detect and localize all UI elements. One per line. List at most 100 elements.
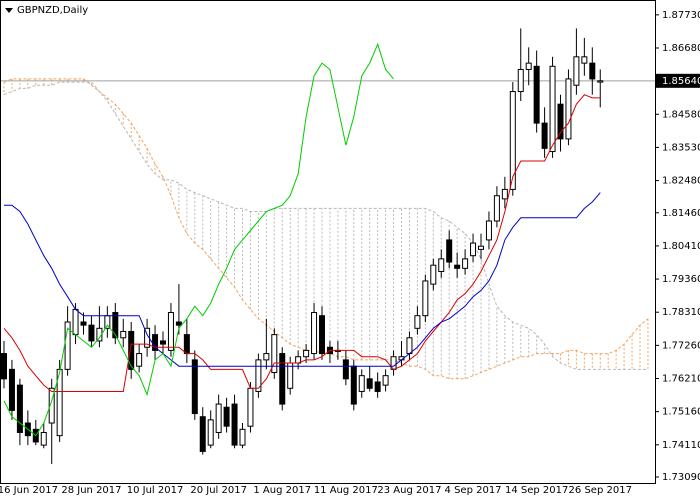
indicator-line <box>4 192 601 367</box>
candle-body <box>287 362 294 389</box>
y-tick-label: 1.80410 <box>662 241 700 252</box>
candle-body <box>263 353 270 361</box>
candle-body <box>80 321 87 326</box>
y-tick-label: 1.74110 <box>662 440 700 451</box>
x-tick-label: 4 Sep 2017 <box>445 485 502 496</box>
candle-body <box>183 334 190 355</box>
candle-body <box>8 368 15 411</box>
candle-body <box>549 65 556 153</box>
candle-body <box>414 315 421 329</box>
candle-body <box>16 384 23 433</box>
candle-body <box>56 368 63 437</box>
senkou-span-a <box>3 78 649 380</box>
candle-body <box>533 65 540 124</box>
candle-body <box>557 103 564 140</box>
candle-body <box>239 428 246 446</box>
candle-body <box>271 334 278 374</box>
y-tick-label: 1.79360 <box>662 274 700 285</box>
y-tick-label: 1.73090 <box>662 472 700 483</box>
last-price-box <box>656 73 700 88</box>
candle-body <box>517 68 524 93</box>
y-tick-label: 1.82480 <box>662 176 700 187</box>
candle-body <box>350 365 357 405</box>
candle-body <box>438 258 445 272</box>
x-tick-label: 23 Aug 2017 <box>377 485 441 496</box>
candle-body <box>255 359 262 392</box>
candle-body <box>446 239 453 263</box>
candle-body <box>454 264 461 269</box>
candle-body <box>303 349 310 358</box>
candle-body <box>589 62 596 80</box>
x-tick-label: 10 Jul 2017 <box>127 485 184 496</box>
candle-body <box>167 312 174 351</box>
candle-body <box>342 359 349 380</box>
plot-frame <box>0 0 656 484</box>
candle-body <box>215 403 222 433</box>
candle-body <box>493 195 500 222</box>
candle-body <box>64 321 71 370</box>
y-tick-label: 1.86680 <box>662 43 700 54</box>
y-tick-label: 1.76210 <box>662 374 700 385</box>
candle-body <box>382 375 389 386</box>
candle-body <box>406 337 413 355</box>
candle-body <box>112 312 119 339</box>
candle-body <box>175 321 182 326</box>
candle-body <box>430 264 437 285</box>
x-tick-label: 14 Sep 2017 <box>505 485 568 496</box>
candle-body <box>40 431 47 446</box>
candle-body <box>501 188 508 200</box>
senkou-span-b <box>3 81 648 370</box>
candle-body <box>565 78 572 140</box>
candle-body <box>525 62 532 70</box>
candle-body <box>485 220 492 241</box>
candle-body <box>573 56 580 86</box>
x-tick-label: 26 Sep 2017 <box>569 485 632 496</box>
candle-body <box>160 340 166 345</box>
candle-body <box>207 419 214 446</box>
candle-body <box>136 353 143 367</box>
x-tick-label: 1 Aug 2017 <box>253 485 311 496</box>
candle-body <box>311 312 318 355</box>
candle-body <box>1 353 7 380</box>
y-tick-label: 1.81460 <box>662 208 700 219</box>
candle-body <box>223 406 230 427</box>
candle-body <box>422 280 429 317</box>
y-tick-label: 1.87730 <box>662 10 700 21</box>
chart-title: GBPNZD,Daily <box>17 5 88 16</box>
candle-body <box>319 315 325 355</box>
candle-body <box>72 308 79 336</box>
candle-body <box>104 315 111 329</box>
candle-body <box>597 80 604 83</box>
candle-body <box>120 330 127 339</box>
candle-body <box>541 122 548 149</box>
candle-body <box>358 375 365 392</box>
candle-body <box>88 324 95 342</box>
candle-body <box>128 330 135 370</box>
candle-body <box>374 381 381 392</box>
menu-arrow <box>5 8 13 13</box>
y-tick-label: 1.75160 <box>662 407 700 418</box>
last-price-label: 1.85640 <box>662 76 700 87</box>
candle-body <box>581 56 588 64</box>
candle-body <box>199 416 206 452</box>
indicator-line <box>3 94 601 392</box>
candle-body <box>509 91 516 190</box>
candle-body <box>231 403 238 446</box>
indicator-line <box>3 42 394 437</box>
plot-area <box>0 28 655 465</box>
candle-body <box>48 387 55 424</box>
x-tick-label: 28 Jun 2017 <box>61 485 121 496</box>
x-tick-label: 11 Aug 2017 <box>314 485 378 496</box>
x-tick-label: 16 Jun 2017 <box>0 485 58 496</box>
candle-body <box>470 242 477 257</box>
candle-body <box>279 353 286 405</box>
candle-body <box>478 245 484 250</box>
candle-body <box>191 359 198 415</box>
candle-body <box>247 387 254 427</box>
y-tick-label: 1.77260 <box>662 340 700 351</box>
x-tick-label: 20 Jul 2017 <box>190 485 247 496</box>
y-tick-label: 1.83530 <box>662 142 700 153</box>
